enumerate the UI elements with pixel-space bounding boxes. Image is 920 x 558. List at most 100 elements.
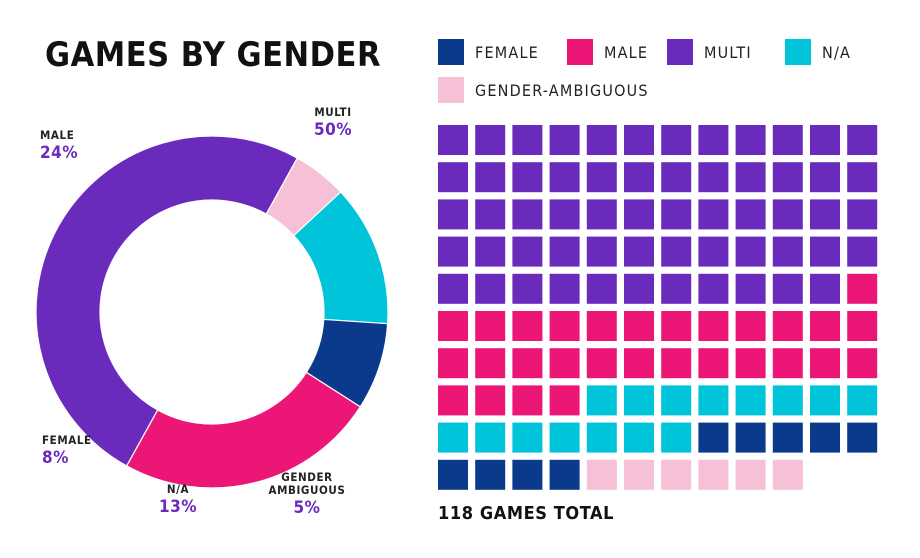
waffle-cell-na	[624, 385, 654, 416]
legend-label-na: N/A	[822, 43, 851, 62]
waffle-cell-male	[475, 348, 506, 379]
waffle-cell-multi	[772, 236, 803, 267]
waffle-cell-na	[624, 422, 654, 453]
waffle-cell-male	[772, 311, 803, 341]
waffle-cell-multi	[698, 236, 729, 267]
waffle-cell-multi	[847, 162, 878, 193]
waffle-cell-na	[661, 385, 692, 416]
waffle-cell-multi	[810, 199, 840, 230]
donut-label-value-gender-ambiguous: 5%	[294, 498, 321, 518]
legend-label-multi: MULTI	[704, 43, 752, 62]
waffle-cell-multi	[810, 236, 840, 267]
waffle-cell-multi	[512, 125, 543, 155]
waffle-cell-male	[735, 348, 766, 379]
waffle-cell-multi	[549, 125, 580, 155]
waffle-cell-na	[586, 385, 617, 416]
waffle-cell-male	[512, 348, 543, 379]
waffle-cell-multi	[512, 162, 543, 193]
waffle-cell-multi	[661, 162, 692, 193]
waffle-cell-multi	[549, 273, 580, 304]
donut-label-value-multi: 50%	[314, 120, 352, 140]
legend-swatch-female	[438, 39, 464, 65]
waffle-cell-gender-ambiguous	[624, 459, 654, 490]
waffle-cell-male	[772, 348, 803, 379]
waffle-cell-multi	[549, 162, 580, 193]
donut-label-name-gender-ambiguous: GENDER	[281, 470, 332, 484]
waffle-cell-na	[735, 385, 766, 416]
waffle-cell-female	[475, 459, 506, 490]
waffle-cell-multi	[735, 199, 766, 230]
waffle-cell-gender-ambiguous	[661, 459, 692, 490]
waffle-cell-multi	[698, 162, 729, 193]
waffle-cell-multi	[586, 199, 617, 230]
waffle-cell-multi	[549, 199, 580, 230]
waffle-cell-male	[624, 311, 654, 341]
waffle-cell-multi	[698, 273, 729, 304]
waffle-cell-multi	[661, 236, 692, 267]
waffle-cell-multi	[512, 199, 543, 230]
waffle-cell-male	[475, 385, 506, 416]
waffle-cell-male	[549, 348, 580, 379]
waffle-cell-multi	[586, 236, 617, 267]
waffle-cell-male	[624, 348, 654, 379]
waffle-cell-male	[438, 348, 468, 379]
waffle-cell-multi	[735, 162, 766, 193]
donut-label-value-female: 8%	[42, 448, 69, 468]
waffle-cell-multi	[624, 162, 654, 193]
waffle-cell-multi	[624, 125, 654, 155]
waffle-cell-multi	[586, 162, 617, 193]
waffle-cell-multi	[772, 273, 803, 304]
waffle-cell-multi	[847, 199, 878, 230]
waffle-cell-na	[847, 385, 878, 416]
waffle-cell-female	[772, 422, 803, 453]
donut-label-name-na: N/A	[167, 482, 189, 496]
waffle-cell-na	[586, 422, 617, 453]
waffle-cell-multi	[438, 199, 468, 230]
waffle-cell-female	[698, 422, 729, 453]
waffle-cell-multi	[475, 125, 506, 155]
waffle-cell-male	[698, 311, 729, 341]
legend-swatch-male	[567, 39, 593, 65]
waffle-cell-male	[698, 348, 729, 379]
waffle-cell-male	[438, 385, 468, 416]
waffle-cell-multi	[586, 273, 617, 304]
waffle-cell-na	[438, 422, 468, 453]
donut-label-name-male: MALE	[40, 128, 74, 142]
waffle-cell-multi	[512, 273, 543, 304]
waffle-cell-multi	[438, 273, 468, 304]
waffle-cell-male	[661, 348, 692, 379]
waffle-cell-male	[847, 273, 878, 304]
waffle-cell-male	[810, 311, 840, 341]
donut-chart	[35, 135, 389, 489]
donut-slice-male	[125, 371, 362, 489]
waffle-cell-male	[847, 348, 878, 379]
donut-label-value-male: 24%	[40, 143, 78, 163]
waffle-cell-na	[512, 422, 543, 453]
legend-label-gender-ambiguous: GENDER-AMBIGUOUS	[475, 81, 649, 100]
waffle-cell-multi	[512, 236, 543, 267]
donut-label-name-gender-ambiguous-1: AMBIGUOUS	[269, 483, 346, 497]
waffle-cell-multi	[475, 162, 506, 193]
waffle-cell-na	[549, 422, 580, 453]
waffle-cell-multi	[810, 273, 840, 304]
waffle-cell-female	[735, 422, 766, 453]
waffle-cell-male	[512, 385, 543, 416]
waffle-cell-female	[810, 422, 840, 453]
donut-slice-multi	[35, 135, 299, 467]
waffle-cell-multi	[475, 236, 506, 267]
waffle-cell-male	[438, 311, 468, 341]
waffle-cell-gender-ambiguous	[735, 459, 766, 490]
games-total-label: 118 GAMES TOTAL	[438, 503, 614, 524]
waffle-cell-na	[772, 385, 803, 416]
waffle-cell-multi	[847, 236, 878, 267]
waffle-cell-multi	[624, 236, 654, 267]
legend-label-male: MALE	[604, 43, 648, 62]
waffle-cell-multi	[810, 162, 840, 193]
waffle-cell-na	[475, 422, 506, 453]
donut-label-name-female: FEMALE	[42, 433, 92, 447]
waffle-cell-multi	[735, 273, 766, 304]
waffle-cell-male	[549, 385, 580, 416]
waffle-cell-multi	[661, 125, 692, 155]
waffle-cell-gender-ambiguous	[772, 459, 803, 490]
waffle-cell-multi	[624, 199, 654, 230]
